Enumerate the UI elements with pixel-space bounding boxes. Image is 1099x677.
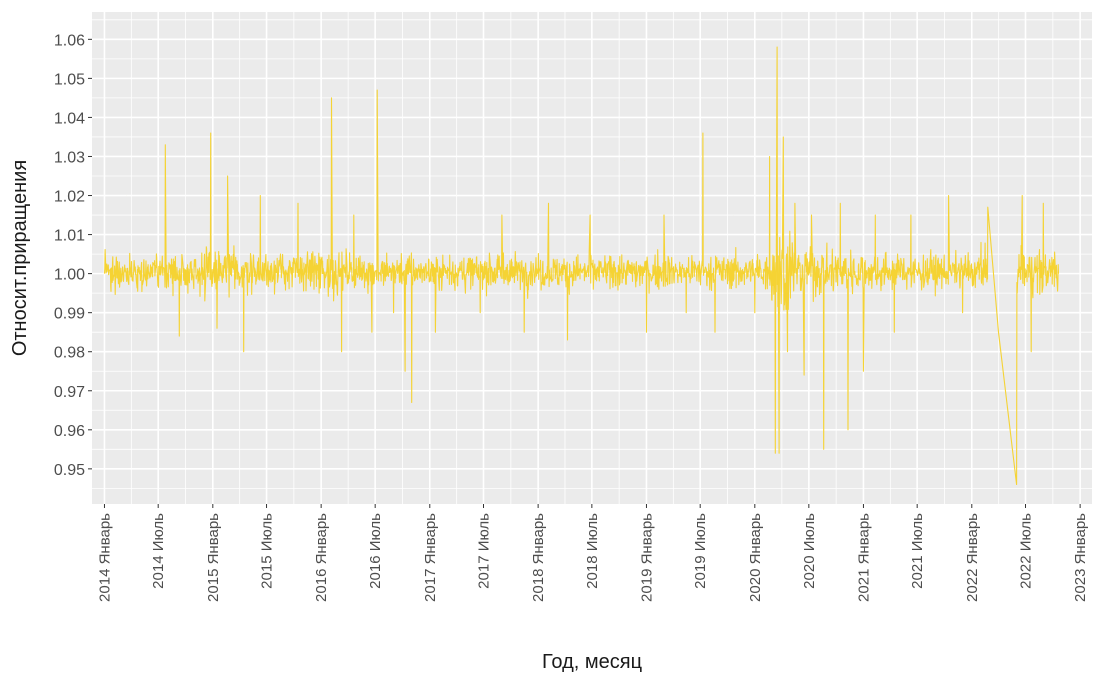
y-tick-label: 1.02 xyxy=(54,189,85,206)
x-tick-label: 2021 Январь xyxy=(855,513,872,602)
x-tick-label: 2023 Январь xyxy=(1072,513,1089,602)
y-tick-label: 1.00 xyxy=(54,267,85,284)
x-tick-label: 2016 Январь xyxy=(313,513,330,602)
y-axis-title: Относит.приращения xyxy=(9,160,31,356)
x-tick-label: 2014 Июль xyxy=(150,513,167,589)
x-tick-label: 2019 Январь xyxy=(638,513,655,602)
x-tick-label: 2018 Январь xyxy=(530,513,547,602)
x-tick-label: 2022 Январь xyxy=(964,513,981,602)
x-axis: 2014 Январь 2014 Июль 2015 Январь 2015 Июль… xyxy=(96,504,1089,602)
series-line xyxy=(103,46,1060,486)
x-tick-label: 2021 Июль xyxy=(909,513,926,589)
x-tick-label: 2019 Июль xyxy=(692,513,709,589)
x-tick-label: 2015 Июль xyxy=(259,513,276,589)
y-tick-label: 1.04 xyxy=(54,110,85,127)
y-axis: 0.95 0.96 0.97 0.98 0.99 1.00 1.01 1.02 1.03 1.04… xyxy=(54,32,92,479)
x-tick-label: 2015 Январь xyxy=(205,513,222,602)
y-tick-label: 1.05 xyxy=(54,71,85,88)
x-tick-label: 2016 Июль xyxy=(367,513,384,589)
y-tick-label: 1.03 xyxy=(54,149,85,166)
y-tick-label: 0.95 xyxy=(54,462,85,479)
y-tick-label: 0.96 xyxy=(54,423,85,440)
y-tick-label: 0.99 xyxy=(54,306,85,323)
y-tick-label: 1.06 xyxy=(54,32,85,49)
y-tick-label: 0.97 xyxy=(54,384,85,401)
x-tick-label: 2017 Июль xyxy=(476,513,493,589)
grid-major xyxy=(92,12,1092,504)
x-tick-label: 2022 Июль xyxy=(1018,513,1035,589)
x-tick-label: 2018 Июль xyxy=(584,513,601,589)
x-axis-title: Год, месяц xyxy=(542,651,642,673)
y-tick-label: 1.01 xyxy=(54,228,85,245)
x-tick-label: 2014 Январь xyxy=(96,513,113,602)
x-tick-label: 2017 Январь xyxy=(422,513,439,602)
y-tick-label: 0.98 xyxy=(54,345,85,362)
x-tick-label: 2020 Июль xyxy=(801,513,818,589)
series-layer xyxy=(103,46,1060,486)
x-tick-label: 2020 Январь xyxy=(747,513,764,602)
